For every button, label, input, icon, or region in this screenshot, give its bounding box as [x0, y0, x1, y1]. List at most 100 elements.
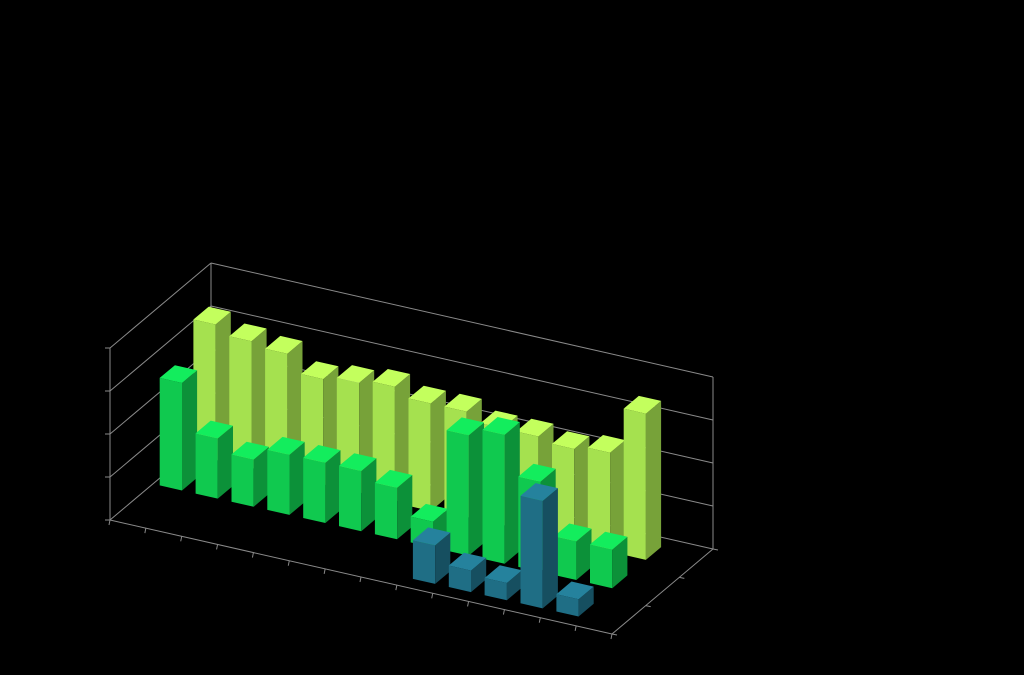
depth-axis-tick: [645, 605, 651, 608]
x-axis-tick: [610, 633, 613, 640]
bar-2-5: [303, 445, 341, 523]
bar-front-face: [159, 377, 182, 491]
bar-top-face: [374, 469, 413, 488]
floor-edge-line: [611, 548, 714, 635]
bar-side-face: [217, 425, 233, 499]
bar-2-10: [482, 417, 520, 564]
bar-top-face: [556, 581, 594, 600]
bar-front-face: [231, 454, 254, 507]
bar-1-11: [484, 565, 522, 601]
chart-bars: [159, 306, 662, 617]
bar-front-face: [195, 433, 218, 499]
bar-front-face: [339, 465, 362, 532]
bar-side-face: [435, 532, 451, 584]
bar-top-face: [412, 527, 451, 546]
x-axis-tick: [502, 609, 505, 615]
bar-top-face: [408, 385, 446, 404]
bar-side-face: [394, 374, 411, 503]
bar-top-face: [552, 431, 590, 449]
bar-1-10: [448, 552, 487, 593]
bar-side-face: [182, 370, 198, 491]
bar-side-face: [430, 390, 446, 511]
bar-3-2: [229, 323, 267, 471]
bar-side-face: [504, 422, 520, 564]
bar-side-face: [253, 446, 269, 507]
bar-front-face: [303, 457, 326, 523]
bar-top-face: [448, 552, 487, 571]
x-axis-tick: [287, 560, 290, 566]
bar-front-face: [482, 429, 505, 564]
bar-side-face: [645, 400, 662, 560]
bar-side-face: [361, 458, 377, 532]
bar-front-face: [554, 536, 577, 580]
bar-front-face: [556, 594, 579, 617]
x-axis-tick: [180, 536, 183, 542]
bar-3-12: [587, 435, 626, 552]
bar-top-face: [518, 463, 556, 482]
bar-side-face: [471, 557, 487, 593]
bar-side-face: [612, 536, 628, 589]
bar-top-face: [587, 435, 626, 453]
bar-top-face: [410, 503, 449, 522]
x-axis-tick: [395, 585, 398, 591]
bar-top-face: [301, 361, 339, 380]
bar-top-face: [482, 417, 520, 435]
bar-top-face: [303, 445, 341, 463]
bar-top-face: [446, 417, 484, 436]
bar-2-6: [339, 453, 377, 532]
x-axis-tick: [216, 544, 219, 550]
bar-top-face: [372, 369, 411, 387]
bar-top-face: [444, 393, 482, 412]
depth-axis-tick: [611, 633, 618, 636]
bar-3-6: [372, 369, 411, 503]
bar-top-face: [590, 531, 628, 550]
bar-side-face: [468, 422, 484, 556]
x-axis-tick: [538, 617, 541, 623]
bar-front-face: [448, 565, 471, 593]
x-axis-tick: [108, 519, 111, 526]
depth-axis-tick: [712, 548, 719, 551]
bar-side-face: [506, 570, 522, 601]
back-wall-gridline: [210, 262, 714, 378]
bar-top-face: [336, 365, 375, 383]
bar-side-face: [576, 528, 592, 580]
bar-side-face: [397, 475, 413, 540]
bar-front-face: [484, 578, 507, 601]
bar-side-face: [578, 586, 594, 617]
side-wall-gridline: [109, 262, 212, 349]
bar-3-13: [623, 395, 662, 560]
back-wall-gridline: [210, 305, 714, 421]
bar-front-face: [587, 447, 611, 552]
bar-top-face: [193, 306, 231, 325]
x-axis-tick: [359, 576, 362, 583]
bar-front-face: [408, 398, 431, 511]
bar-side-face: [610, 440, 626, 552]
x-axis-tick: [574, 625, 577, 631]
x-axis-tick: [431, 593, 434, 599]
bar-front-face: [412, 540, 436, 584]
bar-top-face: [267, 436, 305, 455]
bar-2-9: [446, 417, 484, 556]
bar-2-4: [267, 436, 305, 515]
bar-side-face: [325, 450, 341, 523]
x-axis-tick: [251, 552, 254, 558]
bar-top-face: [195, 420, 233, 439]
bar-1-9: [412, 527, 451, 584]
bar-front-face: [520, 495, 543, 609]
bar-2-3: [231, 441, 269, 507]
bar-2-13: [590, 531, 628, 589]
bar-front-face: [446, 430, 469, 556]
bar-2-12: [554, 523, 592, 580]
bar-front-face: [590, 544, 613, 589]
depth-axis-tick: [679, 576, 685, 579]
bar-front-face: [267, 449, 290, 515]
bar-top-face: [339, 453, 377, 471]
bar-side-face: [251, 328, 267, 471]
bar-top-face: [623, 395, 662, 414]
bar-top-face: [484, 565, 522, 583]
bar-2-1: [159, 365, 198, 491]
bar-2-2: [195, 420, 233, 499]
bar-top-face: [516, 418, 554, 437]
bar-top-face: [229, 323, 267, 342]
